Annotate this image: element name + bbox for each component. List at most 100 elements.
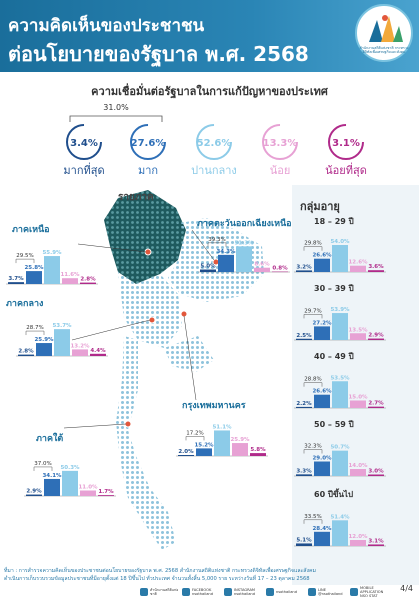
combined-bracket (15, 258, 35, 264)
bar-label: 2.2% (296, 401, 312, 407)
bar-label: 3.2% (296, 264, 312, 270)
thailand-map (63, 190, 264, 550)
total-value: 3.4% (70, 138, 98, 149)
bar (332, 520, 348, 546)
bar-label: 50.7% (330, 445, 350, 451)
bar-label: 5.8% (250, 447, 266, 453)
bar-label: 34.1% (42, 473, 62, 479)
bar-label: 13.5% (348, 327, 368, 333)
bar (8, 282, 24, 284)
bar (314, 461, 330, 476)
combined-bracket (207, 242, 227, 247)
combined-label: 28.8% (304, 377, 321, 383)
total-ring (66, 124, 102, 160)
footer-method: ดำเนินการเก็บรวบรวมข้อมูลประชาชนที่มีอาย… (4, 576, 310, 582)
bar-label: 50.3% (60, 465, 80, 471)
bar (368, 406, 384, 408)
bar-label: 53.7% (52, 323, 72, 329)
bar (314, 394, 330, 408)
bar (296, 270, 312, 272)
bar-label: 26.6% (312, 389, 332, 395)
total-item: 27.6% มาก (130, 124, 166, 177)
bar-label: 55.9% (42, 250, 62, 256)
bar-label: 25.9% (34, 337, 54, 343)
bar-label: 3.1% (368, 538, 384, 544)
bar-label: 13.2% (70, 343, 90, 349)
region-markers (63, 229, 220, 429)
bar (296, 543, 312, 546)
chart-subtitle: ความเชื่อมั่นต่อรัฐบาลในการแก้ปัญหาของปร… (91, 85, 328, 98)
bar-label: 51.1% (212, 424, 232, 430)
bar (232, 443, 248, 456)
bar-label: 53.5% (330, 375, 350, 381)
age-section-title: กลุ่มอายุ (300, 200, 340, 213)
bar-label: 27.2% (312, 320, 332, 326)
bar (368, 474, 384, 476)
bar (314, 258, 330, 272)
combined-bracket (303, 519, 323, 524)
combined-label: 17.2% (186, 430, 203, 436)
bar (272, 271, 288, 273)
line-icon (308, 588, 316, 596)
group-title: กรุงเทพมหานคร (182, 401, 246, 411)
group-title: 18 – 29 ปี (314, 216, 354, 226)
total-item: 13.3% น้อย (262, 124, 298, 177)
bar-label: 3.7% (8, 276, 24, 282)
age-panel (292, 185, 419, 585)
total-ring (262, 124, 298, 160)
overall-totals: 31.0% 3.4% มากที่สุด 27.6% มาก 52.6% ปานกลาง 13… (63, 103, 366, 177)
total-label: มากที่สุด (63, 162, 104, 177)
social-link[interactable]: FACEBOOK nsothailand (182, 586, 222, 598)
social-link[interactable]: MOBILE APPLICATION NSO STAT (350, 586, 390, 598)
bar (54, 329, 70, 356)
bar (26, 494, 42, 496)
group-chart: 40 – 49 ปี 2.2%26.6% 53.5% 15.0%2.7% 28.8% (294, 351, 386, 409)
social-link[interactable]: สำนักงานสถิติแห่งชาติ (140, 586, 180, 598)
bar-label: 12.0% (348, 534, 368, 540)
bar-label: 15.0% (348, 395, 368, 401)
bar-label: 25.8% (24, 265, 44, 271)
group-chart: ภาคตะวันออกเฉียงเหนือ 5.0% 34.3% 51.3% 8.6%0… (197, 217, 292, 273)
bar-label: 2.8% (80, 277, 96, 283)
bar (254, 267, 270, 272)
combined-label: 29.7% (304, 308, 321, 314)
group-chart: กรุงเทพมหานคร 2.0%15.2% 51.1% 25.9%5.8% 17.2… (176, 401, 268, 457)
social-link[interactable]: LINE @nsothailand (308, 586, 348, 598)
bar-label: 2.9% (26, 489, 42, 495)
bar (44, 256, 60, 284)
total-value: 27.6% (131, 138, 166, 149)
logo-mark-icon (369, 15, 403, 42)
bar (332, 381, 348, 408)
bar (196, 448, 212, 456)
group-title: 60 ปีขึ้นไป (314, 488, 353, 499)
social-link[interactable]: nsothailand (266, 586, 306, 598)
bar-label: 12.6% (348, 260, 368, 266)
bar (250, 453, 266, 456)
bar (72, 349, 88, 356)
social-link[interactable]: INSTAGRAM nsothailand (224, 586, 264, 598)
combined-bracket (33, 466, 53, 471)
bar-label: 3.3% (296, 468, 312, 474)
bar (218, 254, 234, 272)
bar (62, 470, 78, 496)
bar-label: 11.0% (78, 485, 98, 491)
bar-label: 25.9% (230, 437, 250, 443)
bar (350, 469, 366, 476)
bar-label: 14.0% (348, 463, 368, 469)
bar-label: 5.1% (296, 537, 312, 543)
bar (368, 338, 384, 340)
combined-label: 32.3% (304, 444, 321, 450)
total-label: ปานกลาง (191, 164, 237, 177)
combined-label: 39.3% (208, 237, 225, 243)
social-label: INSTAGRAM nsothailand (234, 588, 256, 596)
social-links: สำนักงานสถิติแห่งชาติ FACEBOOK nsothailan… (140, 586, 395, 598)
bar-label: 1.7% (98, 489, 114, 495)
combined-label: 29.8% (304, 241, 321, 247)
bar-label: 2.8% (18, 349, 34, 355)
combined-bracket (25, 330, 45, 336)
bar (296, 338, 312, 340)
bar (350, 333, 366, 340)
total-ring (130, 124, 166, 160)
region-section-title: รายภาค (118, 192, 154, 203)
